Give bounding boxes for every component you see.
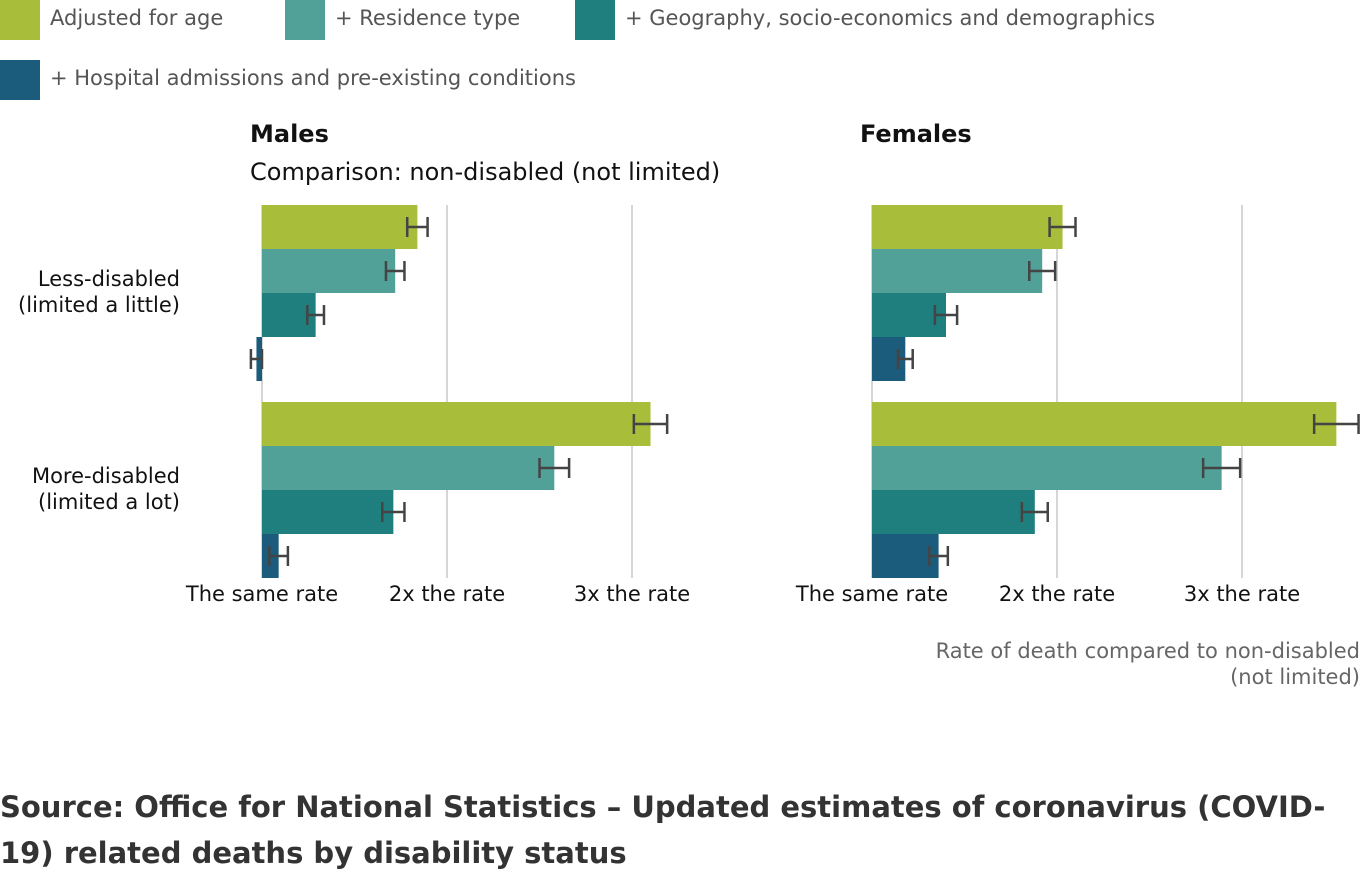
legend-swatch: [285, 0, 325, 40]
legend-label: + Hospital admissions and pre-existing c…: [50, 66, 576, 90]
chart-subtitle: Comparison: non-disabled (not limited): [250, 158, 721, 186]
error-bar: [933, 305, 959, 325]
x-tick-label: The same rate: [795, 582, 948, 606]
legend-label: + Residence type: [335, 6, 521, 30]
legend-label: Adjusted for age: [50, 6, 224, 30]
error-bar: [928, 546, 950, 566]
error-bar: [249, 349, 264, 369]
bar: [262, 205, 418, 249]
bar: [872, 490, 1035, 534]
error-bar: [1028, 261, 1057, 281]
error-bar: [268, 546, 290, 566]
x-axis-label: Rate of death compared to non-disabled (…: [935, 639, 1360, 689]
bar: [872, 534, 939, 578]
bar: [872, 249, 1043, 293]
y-tick-label: More-disabled (limited a lot): [31, 464, 180, 514]
bar: [262, 249, 396, 293]
error-bar: [1201, 458, 1242, 478]
error-bar: [405, 217, 429, 237]
legend-swatch: [575, 0, 615, 40]
error-bar: [896, 349, 914, 369]
error-bar: [1048, 217, 1077, 237]
chart-title: Males: [250, 120, 329, 148]
x-tick-label: 2x the rate: [999, 582, 1115, 606]
error-bar: [1312, 414, 1360, 434]
error-bar: [306, 305, 326, 325]
x-tick-label: The same rate: [185, 582, 338, 606]
legend-label: + Geography, socio-economics and demogra…: [625, 6, 1156, 30]
source: Source: Office for National Statistics –…: [0, 790, 1326, 870]
x-tick-label: 3x the rate: [574, 582, 690, 606]
x-tick-label: 2x the rate: [389, 582, 505, 606]
error-bar: [381, 502, 406, 522]
bar: [872, 205, 1063, 249]
error-bar: [1020, 502, 1049, 522]
error-bar: [632, 414, 669, 434]
bar: [262, 402, 651, 446]
bar: [262, 490, 394, 534]
y-tick-label: Less-disabled (limited a little): [18, 267, 180, 317]
bar: [872, 402, 1337, 446]
legend-swatch: [0, 60, 40, 100]
chart-title: Females: [860, 120, 972, 148]
bar: [872, 446, 1222, 490]
legend-swatch: [0, 0, 40, 40]
bar: [262, 446, 555, 490]
x-tick-label: 3x the rate: [1184, 582, 1300, 606]
error-bar: [384, 261, 406, 281]
error-bar: [538, 458, 571, 478]
